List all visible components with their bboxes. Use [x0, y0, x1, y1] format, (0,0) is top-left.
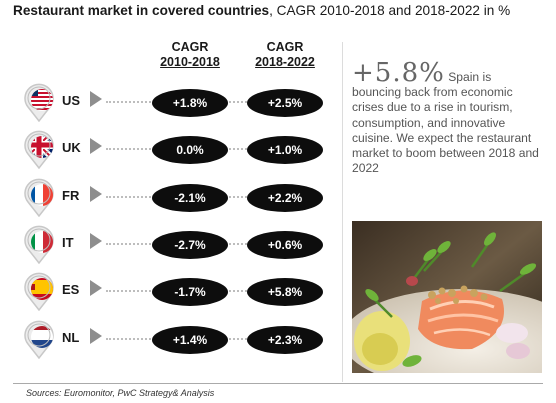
us-flag-icon	[22, 82, 56, 123]
cagr-2018-2022-value: +2.5%	[247, 89, 323, 117]
chart-title: Restaurant market in covered countries, …	[13, 3, 510, 18]
table-row: IT -2.7% +0.6%	[0, 222, 340, 266]
country-label: ES	[62, 282, 80, 298]
country-label: UK	[62, 140, 81, 156]
uk-flag-icon	[22, 129, 56, 170]
es-flag-icon	[22, 271, 56, 312]
country-label: US	[62, 93, 81, 108]
triangle-arrow-icon	[90, 138, 102, 155]
it-flag-icon	[22, 224, 56, 265]
column-header-line1: CAGR	[171, 40, 209, 54]
cagr-2018-2022-value: +2.2%	[247, 183, 323, 212]
cagr-2018-2022-value: +5.8%	[247, 278, 323, 307]
table-row: NL +1.4% +2.3%	[0, 317, 340, 361]
triangle-arrow-icon	[90, 327, 102, 344]
source-note: Sources: Euromonitor, PwC Strategy& Anal…	[26, 388, 215, 398]
divider	[342, 42, 343, 382]
nl-flag-icon	[22, 319, 56, 359]
column-header-line1: CAGR	[266, 40, 304, 54]
cagr-2010-2018-value: 0.0%	[152, 136, 228, 165]
table-row: ES -1.7% +5.8%	[0, 269, 340, 313]
chart-title-rest: , CAGR 2010-2018 and 2018-2022 in %	[269, 3, 511, 18]
country-label: IT	[62, 234, 74, 250]
column-header-2010-2018: CAGR 2010-2018	[150, 40, 230, 70]
triangle-arrow-icon	[90, 280, 102, 297]
cagr-2018-2022-value: +0.6%	[247, 230, 323, 259]
source-divider	[13, 383, 543, 384]
column-header-line2: 2018-2022	[255, 55, 315, 69]
cagr-2018-2022-value: +1.0%	[247, 136, 323, 165]
cagr-2010-2018-value: -2.7%	[152, 230, 228, 259]
callout-lead: Spain is	[448, 70, 492, 84]
fr-flag-icon	[22, 177, 56, 217]
triangle-arrow-icon	[90, 91, 102, 107]
salmon-dish-photo	[352, 221, 542, 373]
column-header-2018-2022: CAGR 2018-2022	[245, 40, 325, 70]
table-row: UK 0.0% +1.0%	[0, 127, 340, 171]
cagr-2018-2022-value: +2.3%	[247, 325, 323, 354]
country-label: FR	[62, 187, 80, 203]
callout-text: bouncing back from economic crises due t…	[352, 85, 539, 176]
callout-figure: +5.8%	[352, 58, 445, 88]
cagr-2010-2018-value: +1.8%	[152, 89, 228, 117]
country-label: NL	[62, 329, 80, 345]
chart-title-bold: Restaurant market in covered countries	[13, 3, 270, 18]
cagr-2010-2018-value: -2.1%	[152, 183, 228, 212]
spain-callout: +5.8% Spain is bouncing back from econom…	[352, 60, 542, 176]
triangle-arrow-icon	[90, 232, 102, 249]
column-header-line2: 2010-2018	[160, 55, 220, 69]
table-row: FR -2.1% +2.2%	[0, 175, 340, 219]
cagr-2010-2018-value: +1.4%	[152, 325, 228, 354]
table-row: US +1.8% +2.5%	[0, 80, 340, 124]
cagr-2010-2018-value: -1.7%	[152, 278, 228, 307]
triangle-arrow-icon	[90, 185, 102, 202]
